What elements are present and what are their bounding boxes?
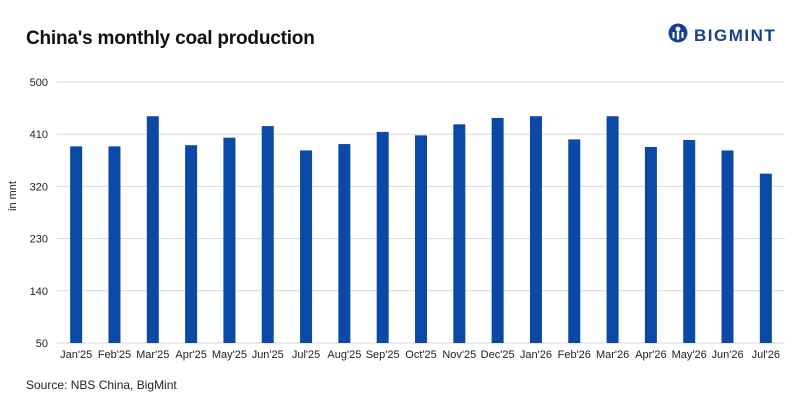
x-tick-label: Dec'25 [481,349,515,361]
x-tick-label: Jun'26 [711,349,743,361]
x-tick-label: Mar'26 [596,349,629,361]
x-tick-label: Feb'25 [98,349,131,361]
logo-text: BIGMINT [694,25,777,45]
bar [453,124,466,343]
bar [300,150,313,343]
y-tick-label: 140 [30,286,48,298]
x-tick-label: Mar'25 [136,349,169,361]
bar [644,146,657,343]
bar [759,173,772,343]
y-tick-label: 410 [30,129,48,141]
bar [185,145,198,343]
y-tick-label: 50 [36,338,48,350]
bar [721,150,734,343]
y-axis-title: in mnt [7,181,19,211]
x-tick-label: Sep'25 [366,349,400,361]
bar [568,139,581,343]
y-tick-label: 500 [30,77,48,89]
bar [529,116,542,343]
brand-logo: BIGMINT [668,22,776,49]
bar [108,146,121,343]
x-tick-label: Jun'25 [252,349,284,361]
x-tick-label: Jul'25 [292,349,320,361]
x-tick-label: Apr'25 [175,349,206,361]
bar [491,117,504,344]
x-tick-label: May'26 [672,349,707,361]
chart-title: China's monthly coal production [26,28,315,49]
bar [70,146,83,343]
bar [223,137,236,343]
x-tick-label: Oct'25 [405,349,436,361]
bigmint-logo-icon [668,22,688,49]
x-tick-label: Feb'26 [558,349,591,361]
x-tick-label: Aug'25 [327,349,361,361]
y-tick-label: 320 [30,181,48,193]
x-axis-ticks: Jan'25 Feb'25 Mar'25 Apr'25 May'25 Jun'25 Jul'… [60,349,780,361]
x-tick-label: Jan'26 [520,349,552,361]
bar [338,144,351,343]
x-tick-label: May'25 [212,349,247,361]
bar [415,135,427,343]
y-axis-ticks: 50 140 230 320 410 500 [30,77,48,350]
bar [261,126,274,343]
bar [146,116,159,343]
bar [376,131,389,343]
y-tick-label: 230 [30,234,48,246]
bars [70,116,772,344]
bar [606,116,619,343]
x-tick-label: Apr'26 [635,349,666,361]
x-tick-label: Jul'26 [752,349,780,361]
x-tick-label: Nov'25 [442,349,476,361]
bar [683,140,696,343]
x-tick-label: Jan'25 [60,349,92,361]
source-note: Source: NBS China, BigMint [26,378,177,392]
